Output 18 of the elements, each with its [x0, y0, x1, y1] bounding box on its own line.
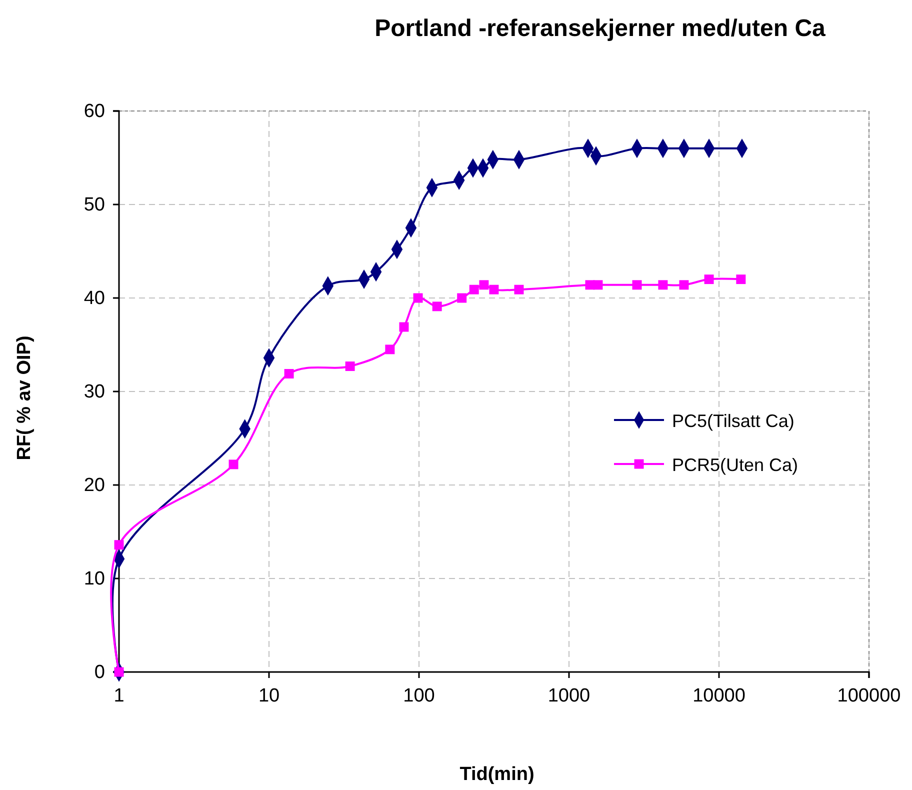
- y-tick-label: 10: [84, 568, 105, 590]
- y-tick-label: 40: [84, 288, 105, 310]
- x-tick-label: 10: [258, 685, 280, 706]
- x-tick-label: 1000: [548, 685, 590, 706]
- chart-title: Portland -referansekjerner med/uten Ca: [374, 15, 826, 42]
- y-tick-label: 30: [84, 382, 105, 403]
- y-tick-label: 50: [84, 194, 105, 216]
- x-tick-label: 10000: [692, 685, 746, 706]
- y-tick-label: 20: [84, 475, 105, 496]
- x-tick-label: 100: [403, 685, 435, 706]
- x-tick-label: 1: [114, 685, 124, 706]
- y-tick-label: 0: [94, 662, 105, 684]
- legend-label: PCR5(Uten Ca): [672, 455, 798, 475]
- x-tick-label: 100000: [837, 685, 901, 706]
- x-axis-title: Tid(min): [460, 764, 534, 785]
- legend-label: PC5(Tilsatt Ca): [672, 411, 794, 431]
- y-tick-label: 60: [84, 101, 105, 122]
- y-axis-title: RF( % av OIP): [14, 336, 35, 460]
